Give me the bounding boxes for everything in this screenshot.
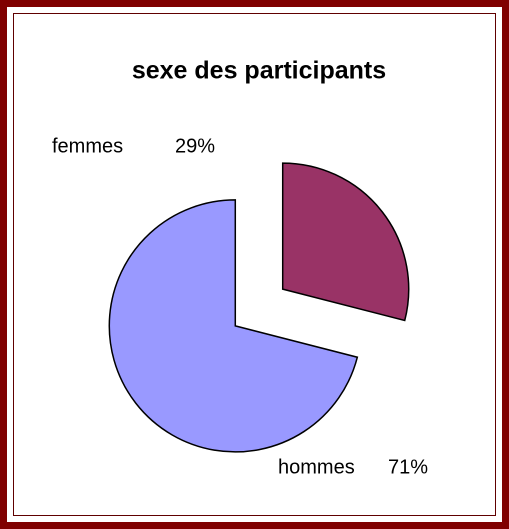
slice-label: hommes <box>278 456 355 478</box>
slice-value-label: 29% <box>175 135 215 157</box>
slice-value-label: 71% <box>388 456 428 478</box>
pie-slice <box>281 162 410 322</box>
pie-slice <box>108 199 359 453</box>
slice-label: femmes <box>52 135 123 157</box>
chart-title: sexe des participants <box>132 57 386 85</box>
